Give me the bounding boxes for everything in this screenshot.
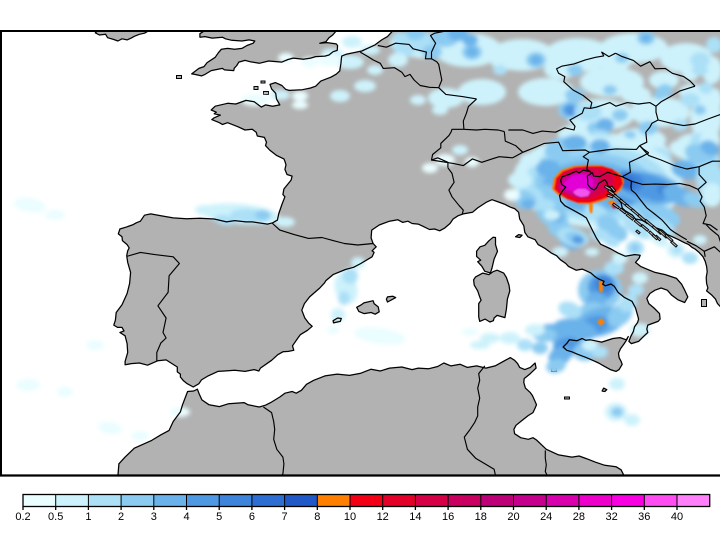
svg-text:1: 1 — [85, 511, 91, 523]
svg-text:24: 24 — [540, 511, 552, 523]
svg-text:6: 6 — [249, 511, 255, 523]
svg-text:0.5: 0.5 — [48, 511, 63, 523]
svg-text:40: 40 — [671, 511, 683, 523]
svg-text:4: 4 — [183, 511, 189, 523]
svg-text:18: 18 — [475, 511, 487, 523]
svg-text:3: 3 — [151, 511, 157, 523]
svg-text:5: 5 — [216, 511, 222, 523]
svg-text:8: 8 — [314, 511, 320, 523]
svg-text:32: 32 — [605, 511, 617, 523]
svg-text:12: 12 — [377, 511, 389, 523]
svg-text:20: 20 — [507, 511, 519, 523]
svg-text:28: 28 — [573, 511, 585, 523]
svg-text:7: 7 — [282, 511, 288, 523]
svg-text:2: 2 — [118, 511, 124, 523]
svg-text:14: 14 — [409, 511, 421, 523]
svg-text:36: 36 — [638, 511, 650, 523]
svg-text:0.2: 0.2 — [15, 511, 30, 523]
svg-text:16: 16 — [442, 511, 454, 523]
svg-text:10: 10 — [344, 511, 356, 523]
